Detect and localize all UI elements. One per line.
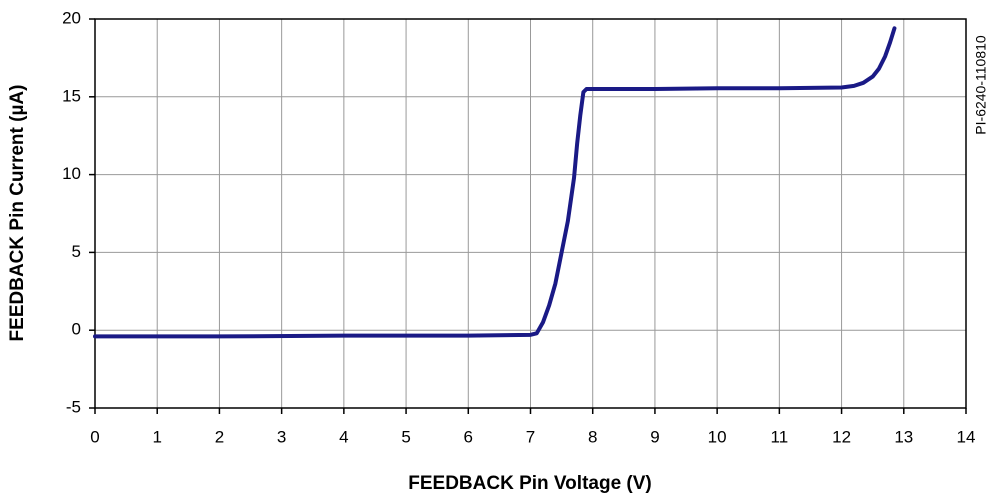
y-tick-label: -5: [66, 397, 81, 416]
plot-frame: [94, 18, 967, 409]
x-tick-label: 10: [708, 427, 727, 446]
x-tick-label: 3: [277, 427, 286, 446]
y-tick-label: 0: [72, 320, 81, 339]
y-tick-label: 5: [72, 242, 81, 261]
x-tick-label: 13: [894, 427, 913, 446]
x-tick-label: 8: [588, 427, 597, 446]
x-tick-label: 12: [832, 427, 851, 446]
y-tick-label: 15: [62, 86, 81, 105]
y-tick-label: 20: [62, 8, 81, 27]
x-tick-label: 11: [771, 427, 789, 446]
x-tick-label: 14: [957, 427, 976, 446]
x-tick-label: 1: [152, 427, 161, 446]
y-axis-label: FEEDBACK Pin Current (µA): [7, 85, 28, 342]
x-tick-label: 5: [401, 427, 410, 446]
x-axis-label: FEEDBACK Pin Voltage (V): [408, 473, 652, 494]
y-tick-label: 10: [62, 164, 81, 183]
x-tick-label: 9: [650, 427, 659, 446]
x-tick-label: 2: [215, 427, 224, 446]
annotation: PI-6240-110810: [973, 35, 989, 135]
x-tick-label: 4: [339, 427, 348, 446]
data-line: [93, 26, 897, 339]
x-tick-label: 7: [526, 427, 535, 446]
x-tick-label: 0: [90, 427, 99, 446]
x-tick-label: 6: [464, 427, 473, 446]
